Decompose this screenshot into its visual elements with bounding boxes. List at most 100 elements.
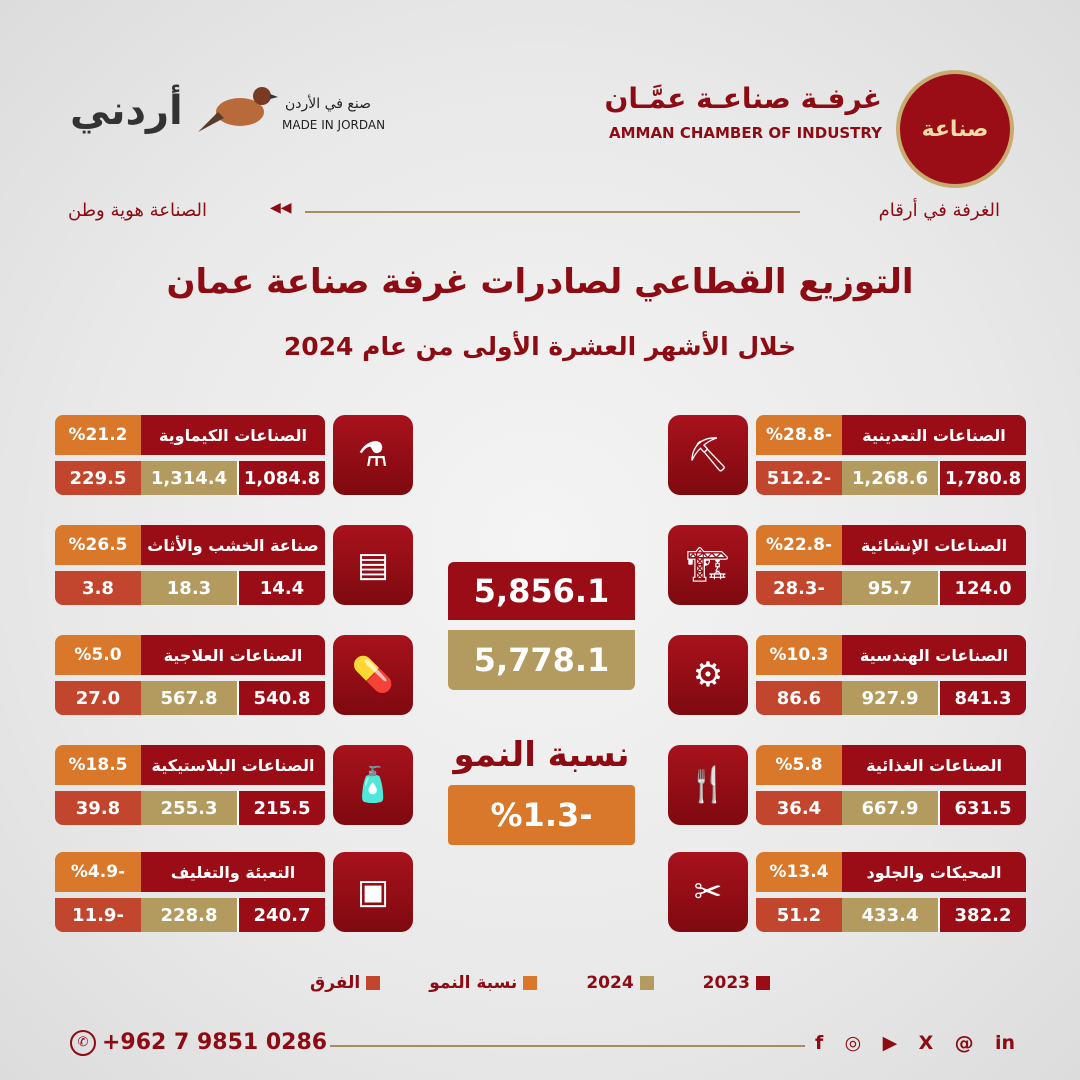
value-2024: 567.8: [141, 681, 237, 715]
values-row: 86.6 927.9 841.3: [756, 681, 1026, 715]
diff-value: 51.2: [756, 898, 842, 932]
youtube-icon[interactable]: ▶: [882, 1032, 898, 1054]
value-2024: 1,268.6: [842, 461, 938, 495]
gear-wrench-icon: ⚙: [668, 635, 748, 715]
bird-logo-icon: [198, 87, 278, 132]
legend: 2023 2024 نسبة النمو الفرق: [310, 973, 770, 993]
diff-value: 39.8: [55, 791, 141, 825]
footer-divider: [330, 1045, 805, 1047]
chamber-name-ar: غرفـة صناعـة عمَّـان: [604, 82, 882, 115]
value-2024: 1,314.4: [141, 461, 237, 495]
threads-icon[interactable]: @: [954, 1032, 974, 1054]
value-2024: 95.7: [842, 571, 938, 605]
diff-value: 11.9-: [55, 898, 141, 932]
value-2024: 667.9: [842, 791, 938, 825]
values-row: 39.8 255.3 215.5: [55, 791, 325, 825]
values-row: 28.3- 95.7 124.0: [756, 571, 1026, 605]
plastic-bottles-icon: 🧴: [333, 745, 413, 825]
values-row: 512.2- 1,268.6 1,780.8: [756, 461, 1026, 495]
value-2023: 841.3: [938, 681, 1026, 715]
nav-arrow-icon: ◀◀: [270, 200, 292, 216]
value-2023: 631.5: [938, 791, 1026, 825]
legend-swatch: [366, 976, 381, 990]
diff-value: 86.6: [756, 681, 842, 715]
legend-2023: 2023: [703, 973, 770, 993]
growth-label: نسبة النمو: [453, 735, 630, 775]
diff-value: 3.8: [55, 571, 141, 605]
growth-pct: %18.5: [55, 745, 141, 785]
sewing-machine-icon: ✂: [668, 852, 748, 932]
nav-right[interactable]: الغرفة في أرقام: [878, 200, 1000, 221]
fork-spoon-icon: 🍴: [668, 745, 748, 825]
whatsapp-icon: ✆: [70, 1030, 96, 1056]
phone-number[interactable]: +962 7 9851 0286: [102, 1030, 328, 1055]
legend-swatch: [756, 976, 770, 990]
growth-pct: %26.5: [55, 525, 141, 565]
value-2023: 382.2: [938, 898, 1026, 932]
sector-label: الصناعات العلاجية: [141, 635, 325, 675]
sector-label: الصناعات الإنشائية: [842, 525, 1026, 565]
wood-planks-icon: ▤: [333, 525, 413, 605]
box-icon: ▣: [333, 852, 413, 932]
legend-label: نسبة النمو: [429, 973, 518, 993]
nav-left[interactable]: الصناعة هوية وطن: [68, 200, 208, 221]
crane-icon: 🏗: [668, 525, 748, 605]
value-2024: 927.9: [842, 681, 938, 715]
pills-icon: 💊: [333, 635, 413, 715]
value-2024: 228.8: [141, 898, 237, 932]
growth-pct: %4.9-: [55, 852, 141, 892]
values-row: 36.4 667.9 631.5: [756, 791, 1026, 825]
growth-pct: %28.8-: [756, 415, 842, 455]
diff-value: 229.5: [55, 461, 141, 495]
value-2023: 540.8: [237, 681, 325, 715]
value-2023: 124.0: [938, 571, 1026, 605]
total-2023: 5,856.1: [448, 562, 635, 620]
facebook-icon[interactable]: f: [815, 1032, 824, 1054]
value-2024: 18.3: [141, 571, 237, 605]
legend-label: 2023: [702, 973, 750, 993]
values-row: 229.5 1,314.4 1,084.8: [55, 461, 325, 495]
growth-pct: %5.8: [756, 745, 842, 785]
mining-icon: ⛏: [668, 415, 748, 495]
chamber-name-en: AMMAN CHAMBER OF INDUSTRY: [608, 124, 882, 142]
flask-thermometer-icon: ⚗: [333, 415, 413, 495]
value-2023: 1,084.8: [237, 461, 325, 495]
legend-label: الفرق: [310, 973, 361, 993]
growth-pct: %13.4: [756, 852, 842, 892]
legend-swatch: [639, 976, 654, 990]
social-links: f ◎ ▶ X @ in: [815, 1032, 1015, 1054]
page-title: التوزيع القطاعي لصادرات غرفة صناعة عمان: [166, 262, 914, 302]
divider: [305, 211, 800, 213]
linkedin-icon[interactable]: in: [994, 1032, 1015, 1054]
values-row: 27.0 567.8 540.8: [55, 681, 325, 715]
diff-value: 27.0: [55, 681, 141, 715]
values-row: 11.9- 228.8 240.7: [55, 898, 325, 932]
value-2023: 1,780.8: [938, 461, 1026, 495]
sector-label: صناعة الخشب والأثاث: [141, 525, 325, 565]
sector-label: الصناعات الكيماوية: [141, 415, 325, 455]
made-in-jordan-ar: صنع في الأردن: [285, 96, 371, 112]
sector-label: الصناعات الهندسية: [842, 635, 1026, 675]
sector-label: الصناعات البلاستيكية: [141, 745, 325, 785]
x-icon[interactable]: X: [918, 1032, 934, 1054]
value-2023: 240.7: [237, 898, 325, 932]
chamber-seal-logo: صناعة: [896, 70, 1014, 188]
sector-label: المحيكات والجلود: [842, 852, 1026, 892]
total-2024: 5,778.1: [448, 630, 635, 690]
total-growth: %1.3-: [448, 785, 635, 845]
page-subtitle: خلال الأشهر العشرة الأولى من عام 2024: [283, 332, 797, 361]
sector-label: الصناعات الغذائية: [842, 745, 1026, 785]
legend-growth: نسبة النمو: [429, 973, 538, 993]
diff-value: 36.4: [756, 791, 842, 825]
made-in-jordan-en: MADE IN JORDAN: [282, 118, 386, 132]
growth-pct: %22.8-: [756, 525, 842, 565]
growth-pct: %5.0: [55, 635, 141, 675]
values-row: 3.8 18.3 14.4: [55, 571, 325, 605]
legend-2024: 2024: [586, 973, 654, 993]
value-2023: 14.4: [237, 571, 325, 605]
diff-value: 512.2-: [756, 461, 842, 495]
value-2023: 215.5: [237, 791, 325, 825]
diff-value: 28.3-: [756, 571, 842, 605]
legend-swatch: [523, 976, 538, 990]
instagram-icon[interactable]: ◎: [844, 1032, 862, 1054]
